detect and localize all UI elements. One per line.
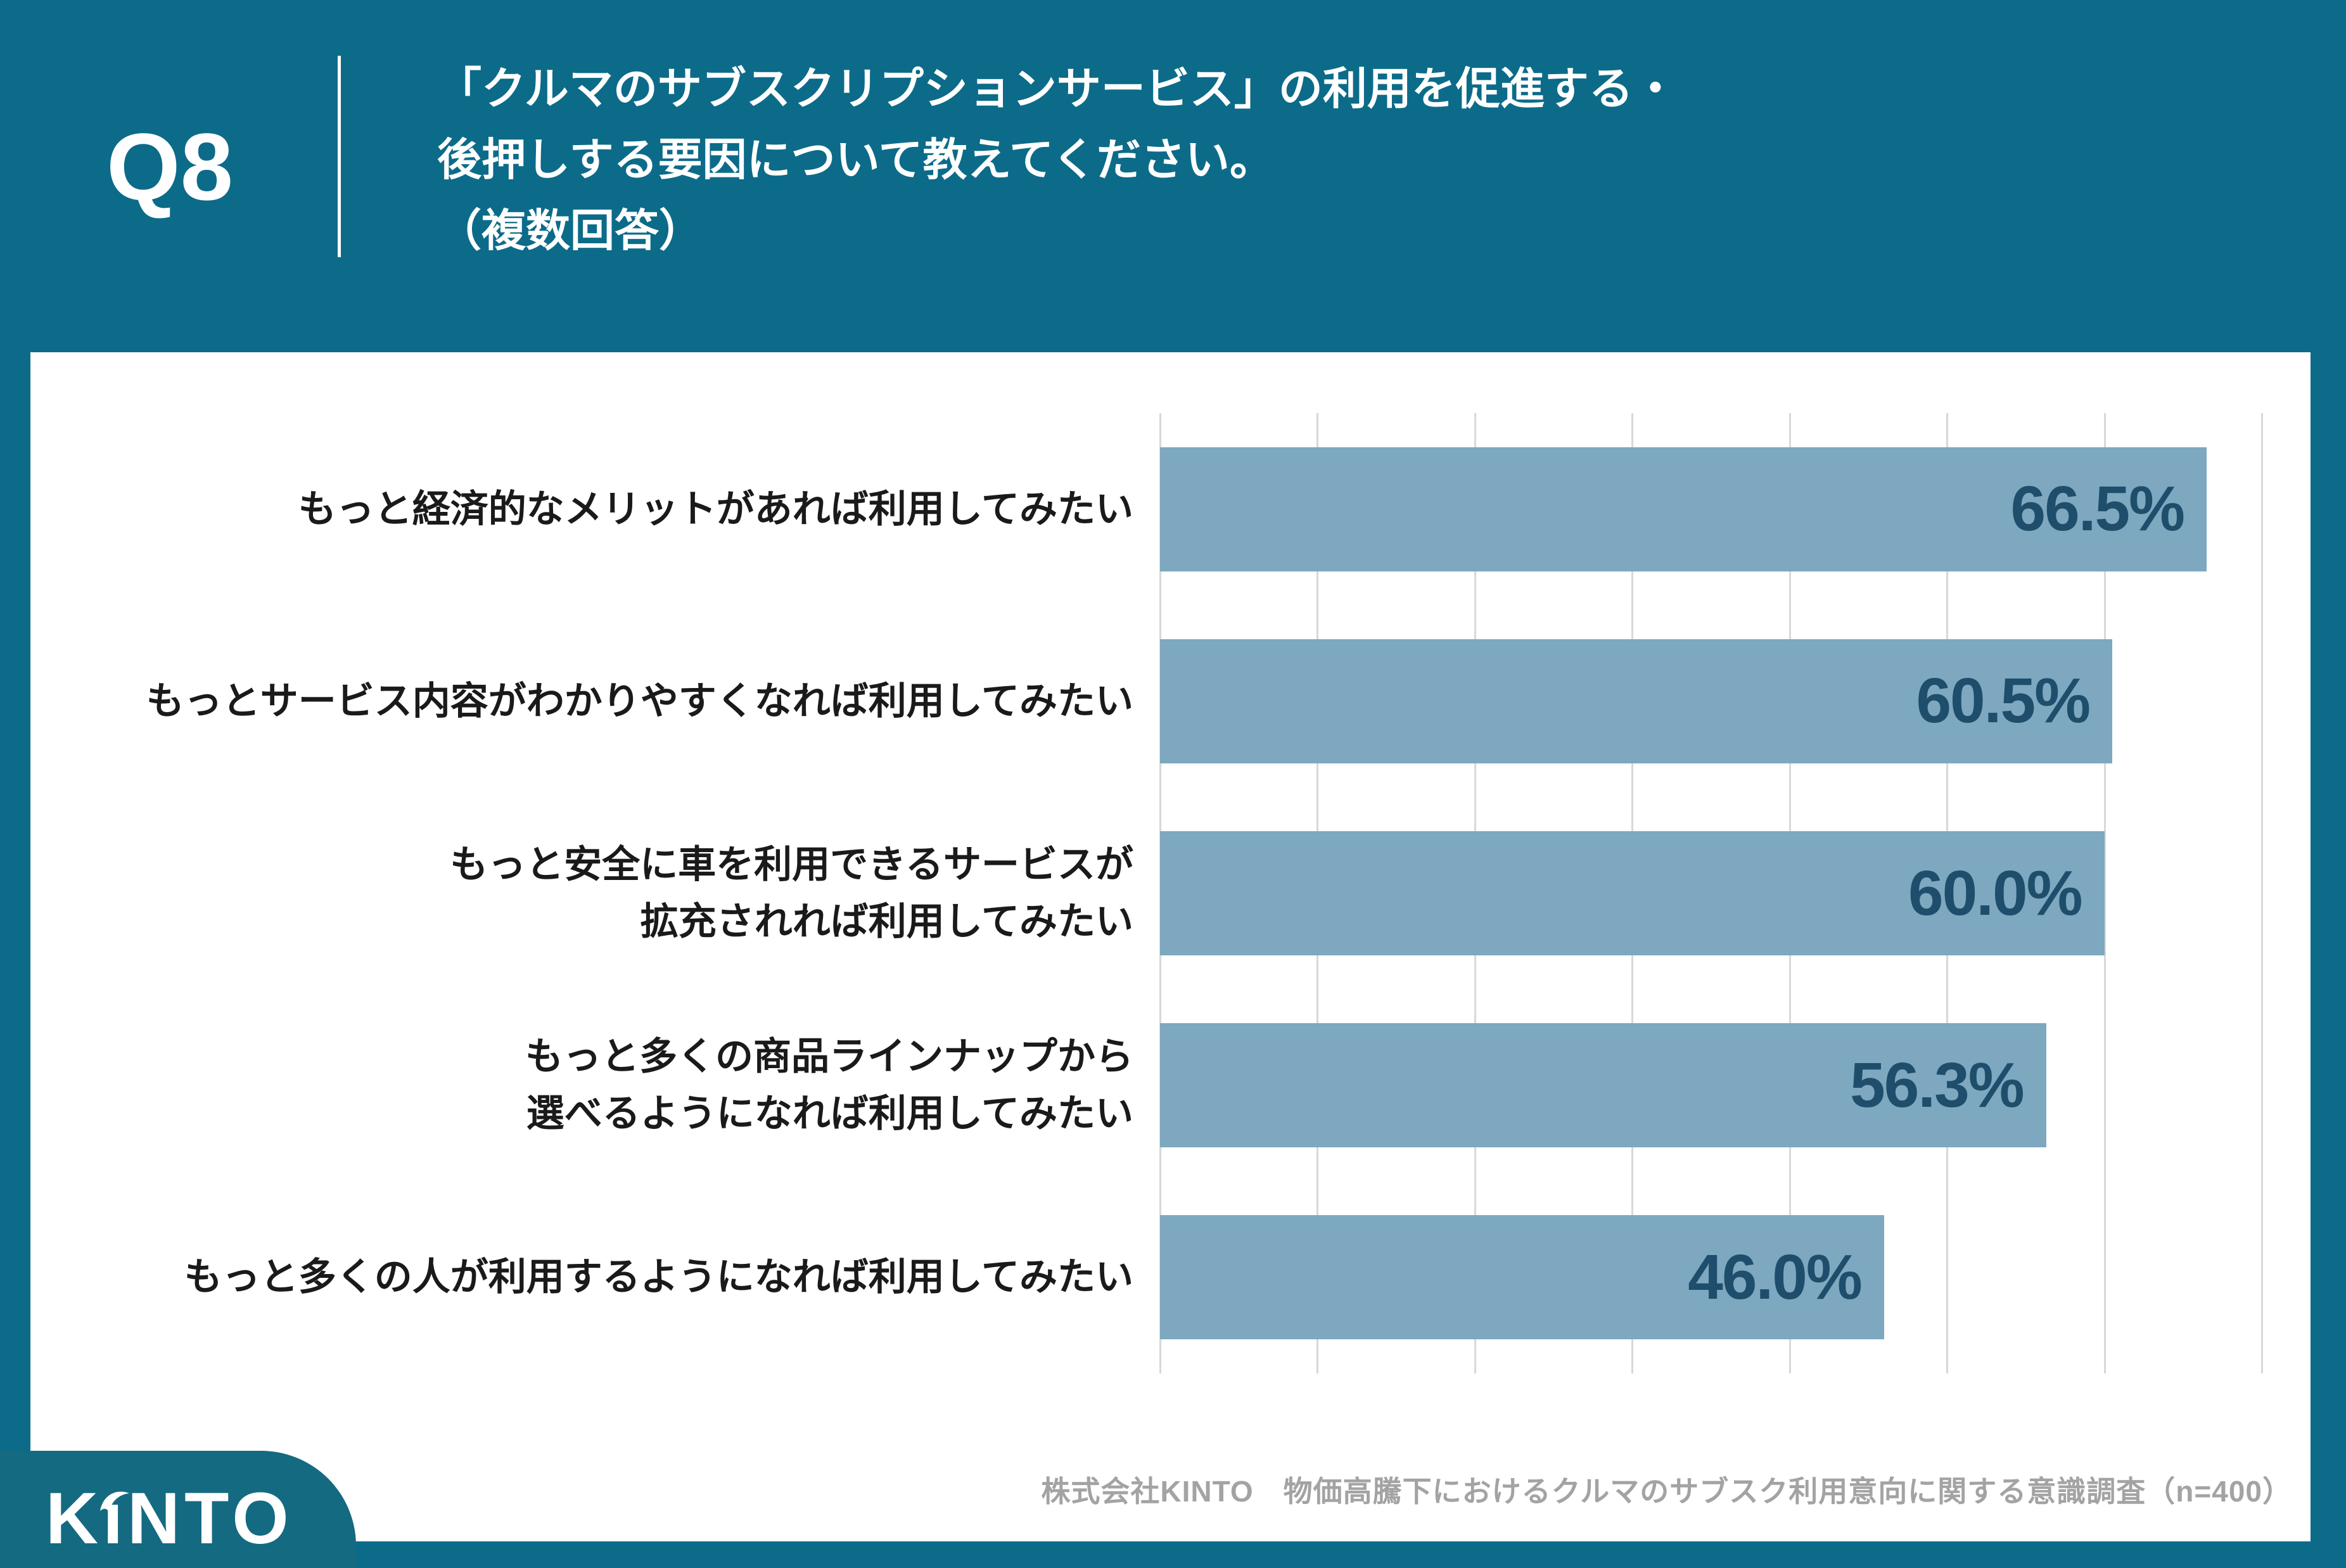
bar-value-label: 46.0% <box>1688 1241 1863 1313</box>
category-label: もっとサービス内容がわかりやすくなれば利用してみたい <box>146 679 1133 722</box>
question-title: 「クルマのサブスクリプションサービス」の利用を促進する・ 後押しする要因について… <box>437 64 1678 255</box>
label-slot: もっと多くの商品ラインナップから 選べるようになれば利用してみたい <box>30 990 1160 1182</box>
bars-column: 66.5% 60.5% 60.0% 56.3% 46.0% <box>1160 413 2262 1374</box>
logo-letter-k: K <box>46 1478 103 1559</box>
gridline-60pct <box>2103 413 2106 1374</box>
bar: 60.0% <box>1160 831 2105 955</box>
category-label: もっと経済的なメリットがあれば利用してみたい <box>298 487 1133 530</box>
bar-chart-plot-area: 66.5% 60.5% 60.0% 56.3% 46.0% <box>1159 413 2263 1374</box>
label-slot: もっと多くの人が利用するようになれば利用してみたい <box>30 1182 1160 1374</box>
bar-row: 60.0% <box>1160 797 2262 989</box>
source-citation: 株式会社KINTO 物価高騰下におけるクルマのサブスク利用意向に関する意識調査（… <box>1041 1475 2292 1508</box>
bar: 46.0% <box>1160 1215 1884 1340</box>
bar: 56.3% <box>1160 1023 2046 1148</box>
category-label: もっと多くの人が利用するようになれば利用してみたい <box>184 1256 1133 1299</box>
kinto-swoosh-icon <box>100 1491 130 1512</box>
bar: 60.5% <box>1160 639 2112 763</box>
bar: 66.5% <box>1160 447 2207 571</box>
gridline-70pct <box>2261 413 2263 1374</box>
bar-row: 66.5% <box>1160 413 2262 605</box>
logo-letter-i: ı <box>100 1482 130 1555</box>
logo-letters-nto: NTO <box>127 1478 293 1559</box>
bar-value-label: 66.5% <box>2010 473 2186 545</box>
category-label: もっと多くの商品ラインナップから 選べるようになれば利用してみたい <box>525 1035 1133 1135</box>
category-labels-column: もっと経済的なメリットがあれば利用してみたいもっとサービス内容がわかりやすくなれ… <box>30 413 1160 1374</box>
bar-value-label: 56.3% <box>1850 1049 2025 1121</box>
label-slot: もっとサービス内容がわかりやすくなれば利用してみたい <box>30 605 1160 797</box>
label-slot: もっと安全に車を利用できるサービスが 拡充されれば利用してみたい <box>30 797 1160 989</box>
content-card: もっと経済的なメリットがあれば利用してみたいもっとサービス内容がわかりやすくなれ… <box>30 352 2311 1541</box>
header-divider <box>338 56 341 257</box>
bar-value-label: 60.0% <box>1908 857 2083 929</box>
question-number: Q8 <box>106 113 234 220</box>
bar-value-label: 60.5% <box>1916 665 2091 737</box>
bar-row: 60.5% <box>1160 605 2262 797</box>
bar-row: 56.3% <box>1160 990 2262 1182</box>
category-label: もっと安全に車を利用できるサービスが 拡充されれば利用してみたい <box>450 843 1133 943</box>
label-slot: もっと経済的なメリットがあれば利用してみたい <box>30 413 1160 605</box>
bar-row: 46.0% <box>1160 1182 2262 1374</box>
